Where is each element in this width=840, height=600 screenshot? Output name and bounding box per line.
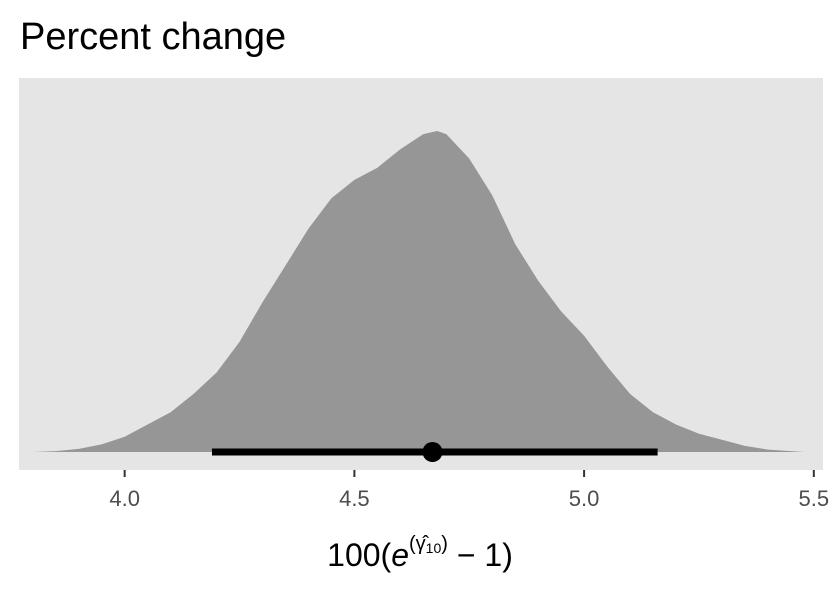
x-axis-label-base: e <box>391 537 409 573</box>
x-tick-label: 4.5 <box>339 486 370 511</box>
x-tick-label: 4.0 <box>109 486 140 511</box>
x-axis: 4.0 4.5 5.0 5.5 <box>109 470 829 511</box>
density-area <box>32 131 805 452</box>
chart-title: Percent change <box>20 16 286 58</box>
x-axis-label-sup-close: ) <box>441 533 448 555</box>
x-axis-label: 100(e(γ̂10) − 1) <box>327 533 513 573</box>
x-tick-label: 5.5 <box>799 486 830 511</box>
point-estimate <box>422 442 443 462</box>
x-tick-label: 5.0 <box>569 486 600 511</box>
x-axis-label-sup-open: ( <box>409 533 416 555</box>
x-axis-label-suffix: − 1) <box>448 537 513 573</box>
x-axis-label-prefix: 100( <box>327 537 391 573</box>
x-axis-label-sup-subscript: 10 <box>426 540 442 556</box>
